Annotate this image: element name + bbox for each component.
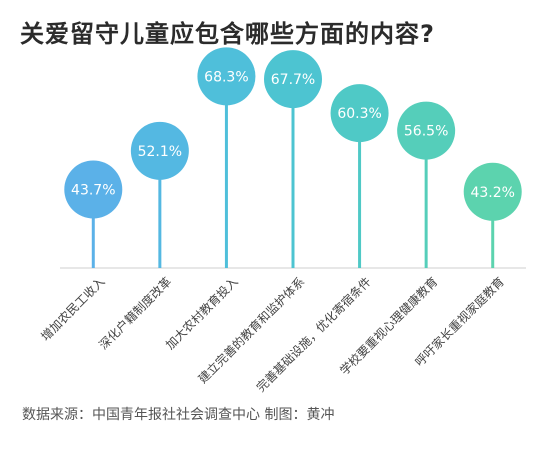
value-label: 67.7% <box>271 72 315 88</box>
chart-marks: 43.7% 52.1% 68.3% 67.7% 60.3% 56.5% 43.2% <box>64 47 522 268</box>
chart-title: 关爱留守儿童应包含哪些方面的内容? <box>20 20 435 48</box>
lollipop-head <box>330 84 389 143</box>
value-label: 56.5% <box>404 124 448 140</box>
value-label: 43.7% <box>71 182 115 198</box>
value-label: 52.1% <box>138 144 182 160</box>
value-label: 60.3% <box>337 106 381 122</box>
category-labels: 增加农民工收入深化户籍制度改革加大农村教育投入建立完善的教育和监护体系完善基础设… <box>38 274 507 395</box>
lollipop-head <box>264 50 322 109</box>
lollipop-head <box>397 101 456 160</box>
category-label: 增加农民工收入 <box>38 274 107 343</box>
value-label: 43.2% <box>470 185 514 201</box>
lollipop-head <box>64 160 123 219</box>
lollipop-head <box>130 121 189 180</box>
category-label: 建立完善的教育和监护体系 <box>195 274 307 386</box>
category-label: 加大农村教育投入 <box>162 274 240 352</box>
category-label: 深化户籍制度改革 <box>96 274 174 352</box>
source-note: 数据来源：中国青年报社社会调查中心 制图：黄冲 <box>22 407 335 423</box>
lollipop-head <box>197 47 256 106</box>
lollipop-head <box>463 162 522 221</box>
category-label: 完善基础设施，优化寄宿条件 <box>253 274 374 395</box>
value-label: 68.3% <box>204 69 248 85</box>
